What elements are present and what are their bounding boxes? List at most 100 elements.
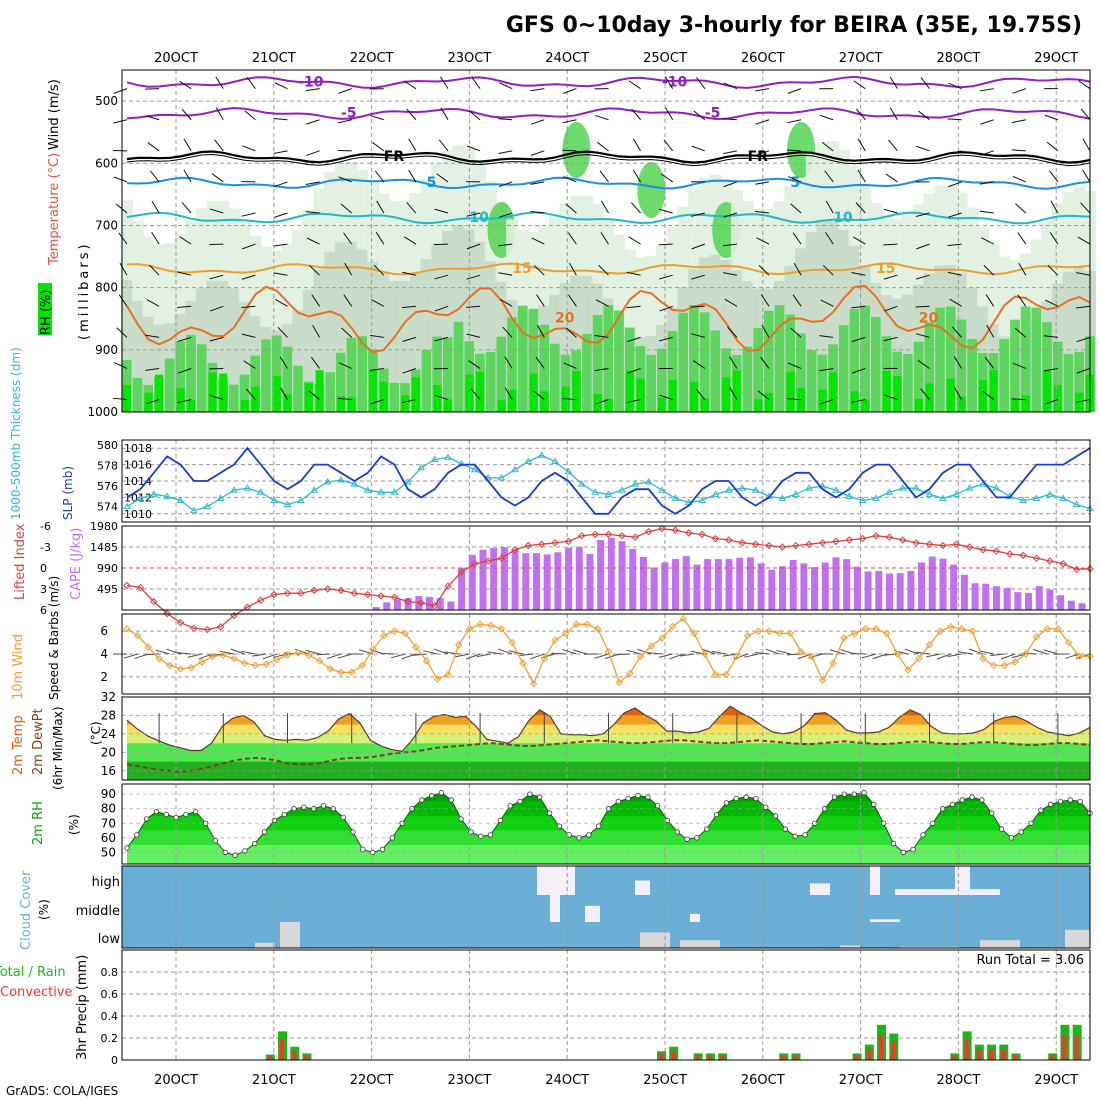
wind10-point <box>1064 638 1073 647</box>
wind-barb <box>177 305 192 309</box>
rh-band-bright <box>668 380 677 412</box>
label-degc: (°C) <box>89 721 103 745</box>
wind-barb <box>433 243 449 246</box>
lifted-index-point <box>1072 565 1081 574</box>
lifted-index-point <box>216 623 225 631</box>
rh2m-point <box>802 832 808 838</box>
wind-barb <box>889 76 898 89</box>
bottom-time-label-28OCT: 28OCT <box>937 1073 981 1088</box>
label-lifted-index: Lifted Index <box>13 523 28 600</box>
wind-barb <box>953 387 963 400</box>
wind-barb <box>1080 202 1091 214</box>
rh-band-bright <box>797 388 806 412</box>
wind-barb <box>530 119 545 125</box>
wind-barb <box>1078 80 1091 90</box>
wind10-point <box>701 650 709 658</box>
rh2m-point <box>625 795 631 802</box>
wind10-point <box>133 632 142 640</box>
precip-bar-convective <box>964 1039 969 1060</box>
wind10-point <box>1011 658 1019 666</box>
wind10-barb <box>241 650 256 655</box>
wind10-point <box>262 660 270 668</box>
cloud-level-high: high <box>92 875 120 890</box>
rh-band-green <box>196 344 207 412</box>
wind-barb <box>498 150 513 155</box>
rh-band-green <box>838 325 849 412</box>
rh2m-point <box>959 797 965 803</box>
wind-barb <box>279 387 288 400</box>
wind-barb <box>626 305 641 309</box>
rh-band-bright <box>1043 370 1052 412</box>
rh-band-bright <box>829 372 838 412</box>
rh2m-point <box>261 829 268 835</box>
rh-band-green <box>1074 351 1085 412</box>
rh-band-bright <box>946 378 955 412</box>
wind10-point <box>1022 650 1030 658</box>
wind10-point <box>508 638 516 647</box>
temp-frame <box>121 696 1091 781</box>
precip-ytick-3: 0.6 <box>101 988 119 1001</box>
lifted-index-point <box>1032 554 1041 562</box>
wind-barb <box>113 88 128 94</box>
wind-barb <box>599 170 609 183</box>
wind10-point <box>840 634 848 642</box>
cape-bar <box>639 556 647 610</box>
cape-bar <box>554 552 562 610</box>
rh-band-green <box>132 377 143 412</box>
slp-ytick-0: 1010 <box>124 508 152 521</box>
wind10-point <box>679 614 688 623</box>
wind-barb <box>177 399 192 404</box>
wind-barb <box>760 356 770 369</box>
label-rh: RH (%) <box>39 290 54 335</box>
wind10-point <box>904 666 912 674</box>
cape-bar <box>693 564 701 610</box>
lifted-index-line <box>126 528 1091 631</box>
lifted-index-point <box>899 536 907 544</box>
top-time-label-26OCT: 26OCT <box>741 51 785 66</box>
bottom-time-label-29OCT: 29OCT <box>1034 1073 1078 1088</box>
wind10-point <box>519 659 527 667</box>
wind-barb <box>466 212 481 217</box>
cape-bar <box>1078 603 1086 610</box>
wind-barb <box>434 336 449 342</box>
cape-bar <box>950 564 958 610</box>
precip-bar-convective <box>720 1055 725 1060</box>
wind-barb <box>341 327 353 338</box>
cape-bar <box>597 540 605 610</box>
top-time-label-21OCT: 21OCT <box>252 51 296 66</box>
cape-bar <box>522 553 530 610</box>
wind-barb <box>468 360 481 369</box>
rh2m-point <box>1077 798 1083 805</box>
wind-barb <box>819 335 834 338</box>
rh2m-point <box>664 817 671 824</box>
wind-barb <box>177 271 192 276</box>
wind-barb <box>468 110 481 121</box>
wind-barb <box>309 265 320 276</box>
wind-barb <box>1076 305 1091 309</box>
wind-barb <box>306 119 320 125</box>
rh-band-green <box>164 358 175 412</box>
rh-band-green <box>774 305 785 412</box>
precip-run-total: Run Total = 3.06 <box>976 953 1084 968</box>
wind10-point <box>540 654 549 663</box>
wind-barb <box>408 169 417 183</box>
wind-barb <box>724 298 738 307</box>
temp-band <box>127 706 1090 716</box>
rh2m-point <box>674 829 680 835</box>
wind-barb <box>209 394 224 401</box>
wind-barb <box>1077 236 1091 245</box>
lifted-index-point <box>685 529 693 537</box>
thickness-point <box>243 484 252 491</box>
rh-band-mid <box>388 280 401 412</box>
wind-barb <box>1043 335 1058 338</box>
wind-barb <box>1047 265 1059 276</box>
wind-barb <box>856 108 866 121</box>
rh2m-point <box>448 797 454 803</box>
bottom-time-label-22OCT: 22OCT <box>350 1073 394 1088</box>
slp-ytick-4: 1018 <box>124 442 152 455</box>
rh-band-green <box>485 351 496 412</box>
wind-barb <box>885 173 898 183</box>
lifted-index-point <box>1006 550 1014 558</box>
precip-bar-convective <box>866 1049 871 1060</box>
thickness-point <box>377 488 386 495</box>
